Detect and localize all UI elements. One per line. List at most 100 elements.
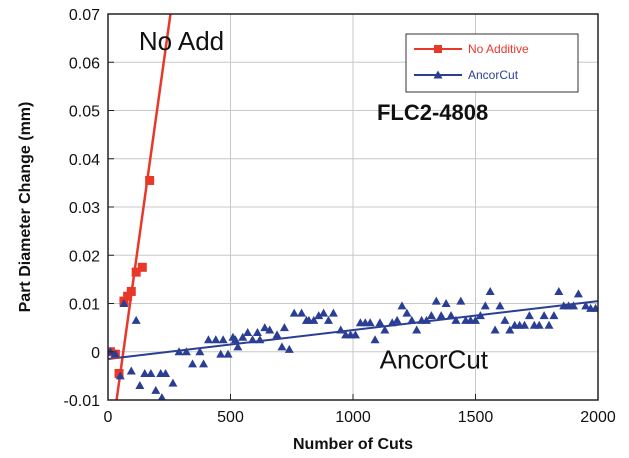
ancorcut-point (324, 315, 333, 324)
ancorcut-point (495, 301, 505, 310)
no-additive-point (131, 267, 141, 277)
ancorcut-point (370, 335, 380, 344)
ancorcut-point (475, 311, 485, 320)
ancorcut-point (161, 368, 171, 377)
no-additive-point (114, 368, 124, 378)
ancorcut-point (289, 308, 299, 317)
ancorcut-point (284, 344, 294, 353)
ancorcut-point (115, 371, 125, 380)
ancorcut-point (422, 315, 431, 324)
ancorcut-point (520, 320, 529, 329)
ancorcut-point (505, 325, 515, 334)
legend-label-no-additive: No Additive (468, 42, 529, 56)
ancorcut-point (252, 327, 262, 336)
fit-lines (108, 14, 598, 400)
ancorcut-point (272, 330, 282, 339)
x-tick-label: 1000 (335, 409, 371, 426)
ancorcut-point (151, 385, 161, 394)
x-tick-label: 500 (217, 409, 244, 426)
y-tick-label: 0.01 (69, 297, 100, 314)
ancorcut-point (549, 311, 559, 320)
ancorcut-point (554, 286, 564, 295)
ancorcut-point (581, 301, 591, 310)
ancorcut-point (539, 311, 549, 320)
ancorcut-point (314, 311, 324, 320)
no-additive-fit-line (115, 14, 172, 400)
ancorcut-point (336, 325, 346, 334)
axis-ticks: 0 500 1000 1500 2000-0.0100.010.020.030.040.… (64, 7, 616, 426)
ancorcut-point (350, 330, 360, 339)
ancorcut-point (456, 296, 466, 305)
y-tick-label: 0.05 (69, 104, 100, 121)
ancorcut-point (168, 378, 178, 387)
x-tick-label: 1500 (458, 409, 494, 426)
ancorcut-point (297, 308, 307, 317)
no-additive-point (123, 291, 133, 301)
ancorcut-point (451, 315, 461, 324)
ancorcut-point (119, 299, 129, 307)
ancorcut-point (140, 368, 150, 377)
ancorcut-point (412, 325, 422, 334)
x-axis-title: Number of Cuts (293, 436, 413, 453)
ancorcut-point (174, 347, 184, 356)
y-tick-label: 0.03 (69, 200, 100, 217)
ancorcut-point (446, 311, 456, 320)
ancorcut-point (319, 308, 329, 317)
x-tick-label: 2000 (580, 409, 616, 426)
legend: No Additive AncorCut (405, 33, 579, 93)
ancorcut-point (471, 315, 480, 324)
ancorcut-point (158, 393, 166, 400)
ancorcut-point (544, 320, 554, 329)
ancorcut-point (199, 359, 209, 368)
ancorcut-point (397, 301, 407, 310)
no-additive-point (126, 286, 136, 296)
ancorcut-point (248, 335, 258, 344)
ancorcut-point (328, 308, 338, 317)
ancorcut-point (387, 318, 397, 327)
ancorcut-point (223, 349, 233, 358)
ancorcut-point (490, 325, 500, 334)
ancorcut-point (131, 315, 141, 324)
markers (108, 175, 598, 400)
ancorcut-point (277, 342, 287, 351)
y-tick-label: 0.04 (69, 152, 100, 169)
ancorcut-point (569, 301, 578, 310)
ancorcut-point (110, 349, 120, 358)
ancorcut-point (181, 347, 191, 356)
legend-marker-no-additive (434, 45, 442, 53)
ancorcut-point (279, 323, 289, 332)
ancorcut-point (218, 335, 228, 344)
ancorcut-point (431, 296, 441, 305)
ancorcut-point (375, 318, 385, 327)
y-tick-label: -0.01 (64, 393, 101, 410)
ancorcut-point (255, 335, 265, 344)
ancorcut-point (265, 325, 275, 334)
ancorcut-point (216, 349, 226, 358)
ancorcut-fit-line (108, 300, 598, 360)
ancorcut-point (485, 286, 495, 295)
y-tick-label: 0 (91, 345, 100, 362)
y-tick-label: 0.07 (69, 7, 100, 24)
ancorcut-point (195, 347, 205, 356)
ancorcut-point (524, 311, 534, 320)
ancorcut-point (203, 335, 213, 344)
ancorcut-point (238, 332, 248, 341)
y-tick-label: 0.02 (69, 248, 100, 265)
legend-label-ancorcut: AncorCut (468, 68, 519, 82)
ancorcut-point (436, 311, 446, 320)
ancorcut-point (188, 359, 198, 368)
ancorcut-point (243, 327, 253, 336)
ancorcut-point (380, 325, 390, 334)
annotation-label: No Add (139, 26, 224, 56)
annotation-label: AncorCut (380, 345, 489, 375)
no-additive-point (137, 262, 147, 272)
ancorcut-point (426, 311, 436, 320)
ancorcut-point (407, 315, 417, 324)
x-tick-label: 0 (104, 409, 113, 426)
y-tick-label: 0.06 (69, 55, 100, 72)
ancorcut-point (500, 315, 510, 324)
legend-marker-ancorcut (433, 70, 443, 79)
no-additive-point (145, 175, 155, 185)
legend-box (405, 33, 579, 93)
ancorcut-point (146, 368, 156, 377)
